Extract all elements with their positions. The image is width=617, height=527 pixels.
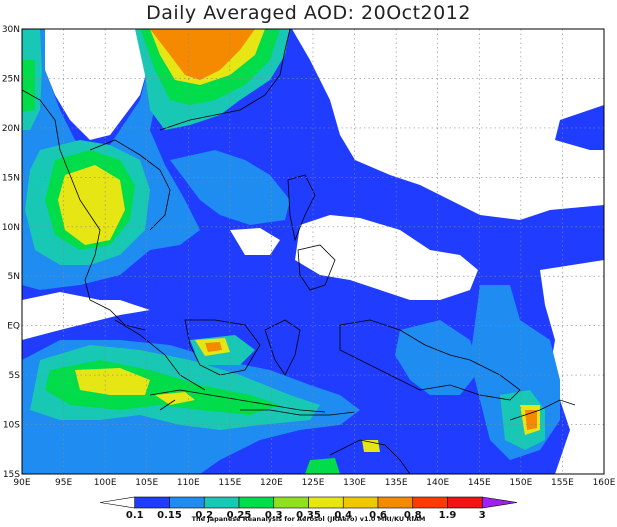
lat-tick-label: 10N [2, 223, 20, 233]
longitude-labels: 90E 95E 100E 105E 110E 115E 120E 125E 130E 135E 14… [13, 478, 615, 488]
lat-tick-label: 15N [2, 173, 20, 183]
colorbar-swatch [377, 496, 414, 509]
colorbar-level-label: 3 [479, 510, 486, 521]
orange-aod-regions [150, 29, 537, 430]
lat-tick-label: 30N [2, 25, 20, 35]
colorbar-level-label: 0.8 [404, 510, 422, 521]
lon-tick-label: 115E [218, 478, 241, 488]
colorbar-level-label: 1.9 [439, 510, 457, 521]
lon-tick-label: 105E [135, 478, 158, 488]
colorbar-level-label: 0.2 [195, 510, 213, 521]
colorbar-level-label: 0.1 [126, 510, 144, 521]
colorbar-level-label: 0.15 [157, 510, 182, 521]
colorbar-swatch [273, 496, 309, 509]
lat-tick-label: 25N [2, 74, 20, 84]
colorbar-level-label: 0.25 [227, 510, 252, 521]
lon-tick-label: 135E [385, 478, 408, 488]
lat-tick-label: EQ [7, 322, 20, 332]
lat-tick-label: 15S [3, 470, 20, 480]
latitude-labels: 30N 25N 20N 15N 10N 5N EQ 5S 10S 15S [2, 25, 20, 480]
lon-tick-label: 145E [468, 478, 491, 488]
colorbar-swatch [134, 496, 170, 509]
map-frame [21, 28, 605, 475]
colorbar-swatch [342, 496, 379, 509]
lon-tick-label: 140E [426, 478, 449, 488]
coastlines [22, 29, 576, 474]
lon-tick-label: 155E [551, 478, 574, 488]
colorbar-swatch [412, 496, 448, 509]
map-title: Daily Averaged AOD: 20Oct2012 [146, 2, 471, 24]
colorbar-swatch [447, 496, 483, 509]
lat-tick-label: 5N [8, 272, 20, 282]
lon-tick-label: 125E [302, 478, 325, 488]
lon-tick-label: 110E [177, 478, 200, 488]
lon-tick-label: 160E [593, 478, 616, 488]
aod-field [22, 29, 604, 474]
colorbar-level-label: 0.4 [334, 510, 352, 521]
colorbar-swatch [308, 496, 344, 509]
colorbar-level-label: 0.6 [369, 510, 387, 521]
lon-tick-label: 130E [343, 478, 366, 488]
colorbar-swatch [481, 496, 518, 509]
lon-tick-label: 120E [260, 478, 283, 488]
low-aod-regions [22, 29, 604, 474]
colorbar-swatch [169, 496, 205, 509]
lon-tick-label: 150E [509, 478, 532, 488]
lon-tick-label: 90E [13, 478, 30, 488]
lat-tick-label: 5S [9, 371, 21, 381]
lon-tick-label: 100E [94, 478, 117, 488]
colorbar-swatch [238, 496, 275, 509]
colorbar-level-label: 0.3 [265, 510, 283, 521]
colorbar: 0.1 0.15 0.2 0.25 0.3 0.35 0.4 0.6 0.8 1.9 3 [99, 496, 518, 521]
data-credit: The Japanese Reanalysis for Aerosol (JRA… [191, 515, 426, 523]
colorbar-level-label: 0.35 [296, 510, 321, 521]
lat-tick-label: 10S [3, 421, 20, 431]
colorbar-swatch [99, 496, 136, 509]
lat-tick-label: 20N [2, 124, 20, 134]
lon-tick-label: 95E [55, 478, 72, 488]
colorbar-swatch [203, 496, 240, 509]
